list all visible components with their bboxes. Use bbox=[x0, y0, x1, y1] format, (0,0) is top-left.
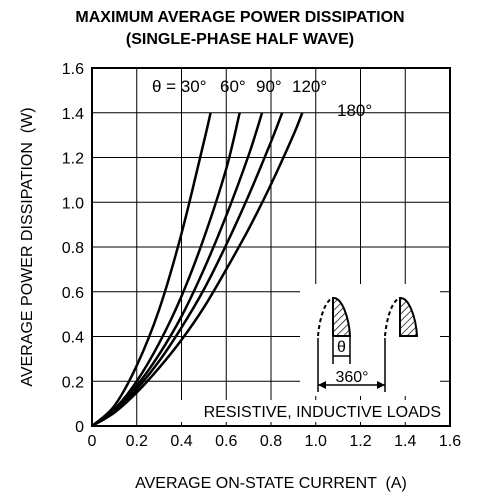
y-axis-label: AVERAGE POWER DISSIPATION (W) bbox=[19, 107, 36, 386]
annotation-box bbox=[150, 400, 448, 422]
pulse-2-conduction bbox=[399, 297, 419, 337]
series-curve bbox=[91, 112, 212, 427]
y-tick-label: 1.0 bbox=[62, 195, 84, 212]
y-tick-label: 0.2 bbox=[62, 374, 84, 391]
series-curve bbox=[91, 112, 304, 428]
series-curve bbox=[91, 112, 284, 428]
x-tick-label: 1.4 bbox=[394, 433, 416, 450]
y-tick-label: 1.6 bbox=[62, 61, 84, 78]
series-labels: θ = 30° 60° 90° 120° 180° bbox=[152, 77, 372, 120]
load-annotation: RESISTIVE, INDUCTIVE LOADS bbox=[204, 404, 441, 421]
period-label-bg bbox=[332, 372, 372, 384]
y-tick-label: 1.2 bbox=[62, 151, 84, 168]
x-tick-label: 0.4 bbox=[170, 433, 192, 450]
series-label: 180° bbox=[337, 101, 372, 120]
series-label: 60° bbox=[220, 77, 246, 96]
x-tick-label: 0.8 bbox=[260, 433, 282, 450]
chart-title: MAXIMUM AVERAGE POWER DISSIPATION bbox=[75, 9, 405, 26]
y-tick-label: 1.4 bbox=[62, 106, 84, 123]
pulse-1-conduction bbox=[332, 297, 352, 337]
period-label: 360° bbox=[335, 369, 368, 386]
x-tick-label: 1.2 bbox=[349, 433, 371, 450]
y-tick-labels: 0 0.2 0.4 0.6 0.8 1.0 1.2 1.4 1.6 bbox=[62, 61, 84, 436]
series-label: 90° bbox=[256, 77, 282, 96]
y-tick-label: 0.4 bbox=[62, 330, 84, 347]
x-tick-label: 1.6 bbox=[439, 433, 461, 450]
x-tick-label: 0.6 bbox=[215, 433, 237, 450]
y-tick-label: 0 bbox=[75, 419, 84, 436]
x-tick-labels: 0 0.2 0.4 0.6 0.8 1.0 1.2 1.4 1.6 bbox=[88, 433, 462, 450]
series-curves bbox=[91, 112, 304, 428]
period-arrow-left bbox=[318, 381, 326, 389]
x-tick-label: 0 bbox=[88, 433, 97, 450]
x-tick-label: 1.0 bbox=[305, 433, 327, 450]
theta-label: θ bbox=[337, 339, 346, 356]
series-curve bbox=[91, 112, 264, 428]
x-axis-label: AVERAGE ON-STATE CURRENT (A) bbox=[135, 475, 407, 492]
plot-frame bbox=[91, 67, 451, 427]
period-arrow-right bbox=[377, 381, 385, 389]
y-tick-label: 0.6 bbox=[62, 285, 84, 302]
y-tick-label: 0.8 bbox=[62, 240, 84, 257]
series-label: 120° bbox=[292, 77, 327, 96]
chart-subtitle: (SINGLE-PHASE HALF WAVE) bbox=[125, 31, 355, 48]
series-label: θ = 30° bbox=[152, 77, 207, 96]
waveform-inset: θ 360° bbox=[300, 284, 440, 396]
series-curve bbox=[91, 112, 241, 428]
x-tick-label: 0.2 bbox=[126, 433, 148, 450]
